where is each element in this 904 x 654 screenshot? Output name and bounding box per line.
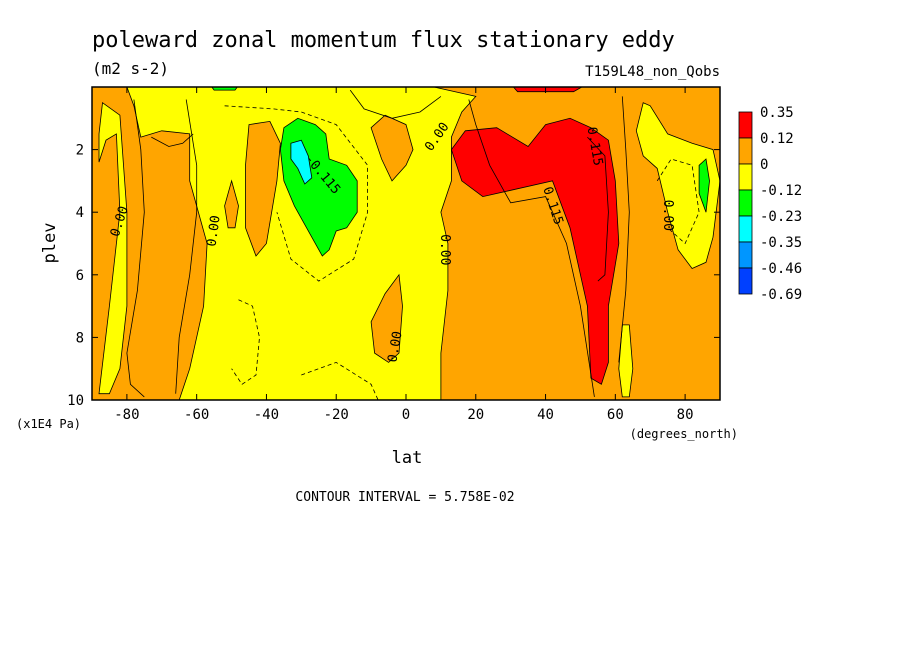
chart-units: (m2 s-2): [92, 59, 169, 78]
region-negative-0.23: [211, 87, 238, 91]
legend-swatch: [738, 189, 753, 217]
legend-level-label: -0.35: [760, 235, 802, 251]
y-tick-label: 4: [76, 205, 84, 221]
contour-label: 0.00: [660, 200, 675, 231]
contour-solid: [151, 133, 194, 147]
y-units: (x1E4 Pa): [16, 417, 81, 431]
legend-swatch: [738, 215, 753, 243]
contour-lines: [126, 89, 700, 400]
legend-level-label: 0.12: [760, 131, 794, 147]
x-axis-label: lat: [392, 448, 423, 468]
legend-swatch: [738, 241, 753, 269]
contour-solid: [175, 99, 198, 394]
legend-level-label: -0.12: [760, 183, 802, 199]
x-tick-label: 40: [537, 407, 554, 423]
contour-label: 0.00: [205, 214, 224, 247]
contour-label: 0.00: [437, 234, 452, 265]
contour-interval: CONTOUR INTERVAL = 5.758E-02: [295, 490, 514, 505]
x-tick-label: 20: [467, 407, 484, 423]
x-tick-label: -20: [324, 407, 349, 423]
region-negative-0.35: [290, 139, 313, 185]
contour-label: 0.115: [584, 126, 606, 167]
contour-solid: [618, 96, 630, 363]
region-negative-0.23: [698, 158, 710, 213]
region-positive-0.12: [224, 179, 239, 229]
contour-solid: [349, 89, 442, 119]
legend-level-label: 0.35: [760, 105, 794, 121]
region-positive-0.35: [512, 87, 583, 93]
legend-level-label: -0.46: [760, 261, 802, 277]
y-tick-label: 8: [76, 330, 84, 346]
region-positive-0.12: [370, 273, 403, 363]
contour-label: 0.00: [385, 330, 405, 363]
x-tick-label: -60: [184, 407, 209, 423]
contour-solid: [468, 99, 595, 397]
y-tick-label: 6: [76, 268, 84, 284]
x-axis: -80 -60 -40 -20 0 20 40 60 80: [114, 87, 694, 423]
run-label: T159L48_non_Qobs: [585, 64, 720, 80]
x-tick-label: 80: [677, 407, 694, 423]
legend-swatch: [738, 137, 753, 165]
y-tick-label: 2: [76, 143, 84, 159]
legend-swatch: [738, 267, 753, 295]
contour-dashed: [656, 158, 700, 245]
contour-solid: [126, 99, 145, 398]
x-units: (degrees_north): [630, 427, 738, 441]
x-tick-label: 0: [402, 407, 410, 423]
legend-level-label: -0.23: [760, 209, 802, 225]
legend-swatch: [738, 163, 753, 191]
x-tick-label: 60: [607, 407, 624, 423]
region-negative-0.12: [98, 101, 128, 395]
contour-solid: [587, 136, 609, 282]
region-negative-0.12: [635, 102, 720, 269]
legend: 0.35 0.12 0 -0.12 -0.23 -0.35 -0.46 -0.69: [738, 105, 802, 303]
x-tick-label: -40: [254, 407, 279, 423]
legend-level-label: -0.69: [760, 287, 802, 303]
legend-swatch: [738, 111, 753, 139]
y-axis-label: plev: [40, 223, 60, 264]
region-negative-0.12: [618, 324, 634, 398]
y-tick-label: 10: [67, 393, 84, 409]
region-positive-0.12: [245, 120, 281, 257]
x-tick-label: -80: [114, 407, 139, 423]
region-positive-0.35: [450, 117, 620, 385]
contour-dashed: [231, 299, 260, 385]
chart-title: poleward zonal momentum flux stationary …: [92, 28, 675, 53]
legend-level-label: 0: [760, 157, 768, 173]
y-axis: 2 4 6 8 10: [67, 143, 720, 409]
filled-regions: [98, 87, 720, 400]
contour-dashed: [301, 361, 379, 400]
